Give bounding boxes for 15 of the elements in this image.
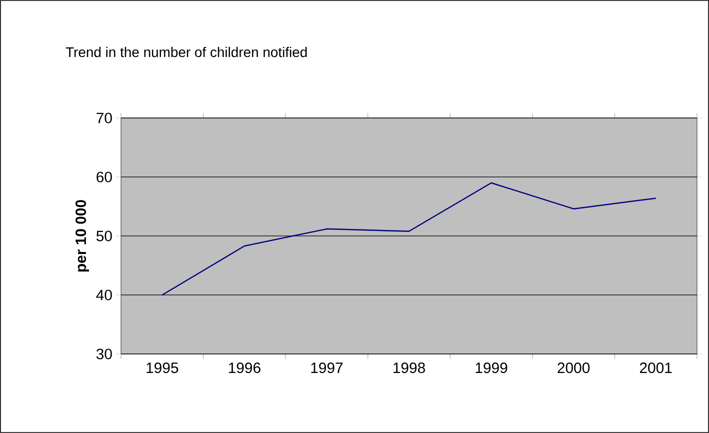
x-tick-label: 1998 bbox=[394, 362, 425, 374]
line-series bbox=[162, 182, 656, 296]
x-tick-label: 1996 bbox=[228, 362, 260, 374]
x-tick-label: 2000 bbox=[558, 362, 590, 374]
y-tick-label: 60 bbox=[96, 172, 112, 182]
x-tick-label: 1999 bbox=[476, 362, 508, 374]
y-tick-label: 50 bbox=[96, 230, 112, 242]
y-tick-label: 30 bbox=[96, 348, 112, 360]
y-axis-title: per 10 000 bbox=[75, 200, 90, 272]
chart-title: Trend in the number of children notified bbox=[66, 46, 307, 58]
y-tick-label: 70 bbox=[96, 112, 112, 124]
y-tick-label: 40 bbox=[96, 290, 112, 300]
x-tick-label: 1997 bbox=[311, 362, 343, 374]
x-tick-label: 2001 bbox=[640, 362, 672, 374]
x-tick-label: 1995 bbox=[146, 362, 178, 374]
